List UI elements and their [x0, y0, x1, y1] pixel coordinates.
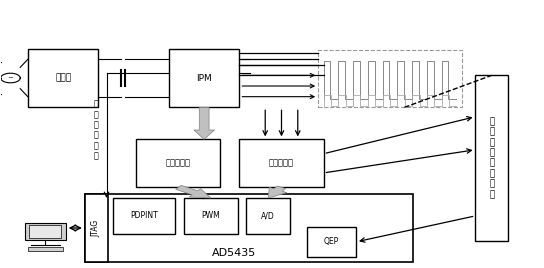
Text: ~: ~	[8, 75, 14, 81]
Bar	[239, 139, 324, 187]
Text: 无
位
置
传
感
器
检
测: 无 位 置 传 感 器 检 测	[489, 117, 494, 199]
Bar	[113, 198, 175, 234]
Bar	[318, 50, 462, 107]
Text: 整流器: 整流器	[55, 73, 71, 83]
Bar	[183, 198, 238, 234]
Text: A/D: A/D	[261, 211, 275, 221]
Text: JTAG: JTAG	[92, 219, 101, 237]
Polygon shape	[194, 107, 214, 139]
Text: 故
障
保
护
信
号: 故 障 保 护 信 号	[93, 99, 98, 161]
Bar	[246, 198, 290, 234]
Bar	[29, 225, 61, 238]
Bar	[28, 49, 98, 107]
Bar	[85, 194, 108, 262]
Text: AD5435: AD5435	[212, 248, 256, 258]
Bar	[85, 194, 413, 262]
Bar	[137, 139, 220, 187]
Bar	[307, 226, 356, 257]
Text: QEP: QEP	[324, 237, 339, 246]
Polygon shape	[176, 185, 211, 198]
Bar	[25, 222, 66, 240]
Bar	[169, 49, 239, 107]
Text: 光电耦合器: 光电耦合器	[166, 159, 191, 168]
Text: PDPINT: PDPINT	[131, 211, 158, 221]
Text: PWM: PWM	[201, 211, 220, 221]
Text: IPM: IPM	[196, 73, 212, 83]
Text: 电流传感器: 电流传感器	[269, 159, 294, 168]
Bar	[475, 75, 508, 241]
Polygon shape	[268, 186, 287, 198]
Bar	[28, 247, 63, 251]
